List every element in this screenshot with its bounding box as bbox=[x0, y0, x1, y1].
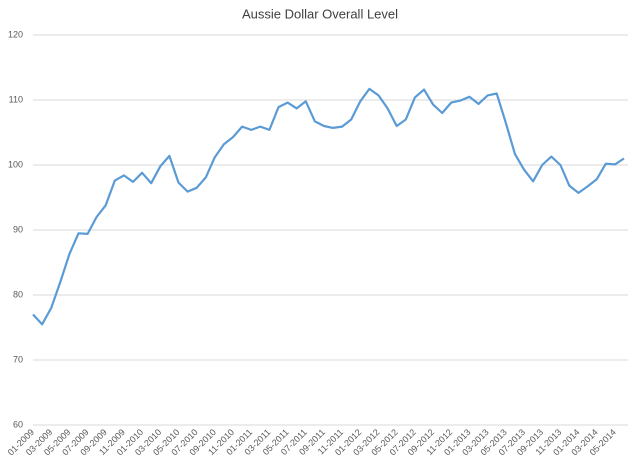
y-tick-label: 70 bbox=[13, 354, 23, 364]
y-tick-label: 100 bbox=[8, 159, 23, 169]
y-tick-label: 120 bbox=[8, 29, 23, 39]
y-tick-label: 60 bbox=[13, 419, 23, 429]
data-line bbox=[32, 87, 625, 326]
chart-title: Aussie Dollar Overall Level bbox=[242, 6, 398, 21]
y-tick-label: 90 bbox=[13, 224, 23, 234]
y-tick-label: 80 bbox=[13, 289, 23, 299]
y-tick-label: 110 bbox=[9, 94, 23, 104]
